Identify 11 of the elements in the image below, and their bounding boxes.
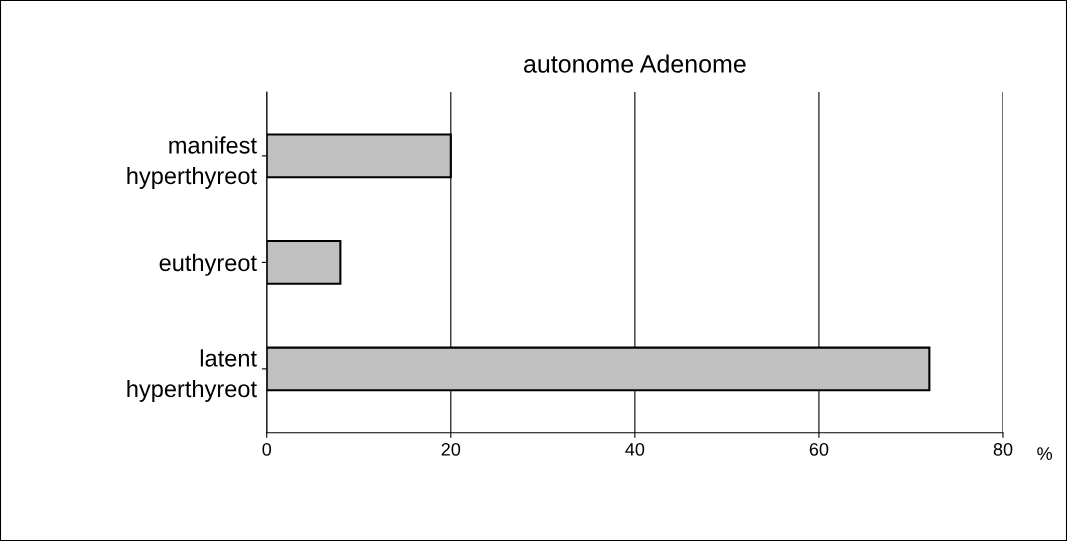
x-tick-label: 60 (809, 443, 829, 456)
y-tick-label: latent hyperthyreot (127, 349, 257, 402)
x-tick-label: 0 (262, 443, 272, 456)
y-tick-label: euthyreot (159, 253, 257, 276)
bar (266, 240, 342, 285)
x-tick-label: 20 (441, 443, 461, 456)
x-tick-label: 40 (625, 443, 645, 456)
y-tick-label: manifest hyperthyreot (127, 136, 257, 189)
chart-title: autonome Adenome (524, 54, 746, 73)
x-axis-title: % (1037, 447, 1053, 460)
x-tick-label: 80 (993, 443, 1013, 456)
